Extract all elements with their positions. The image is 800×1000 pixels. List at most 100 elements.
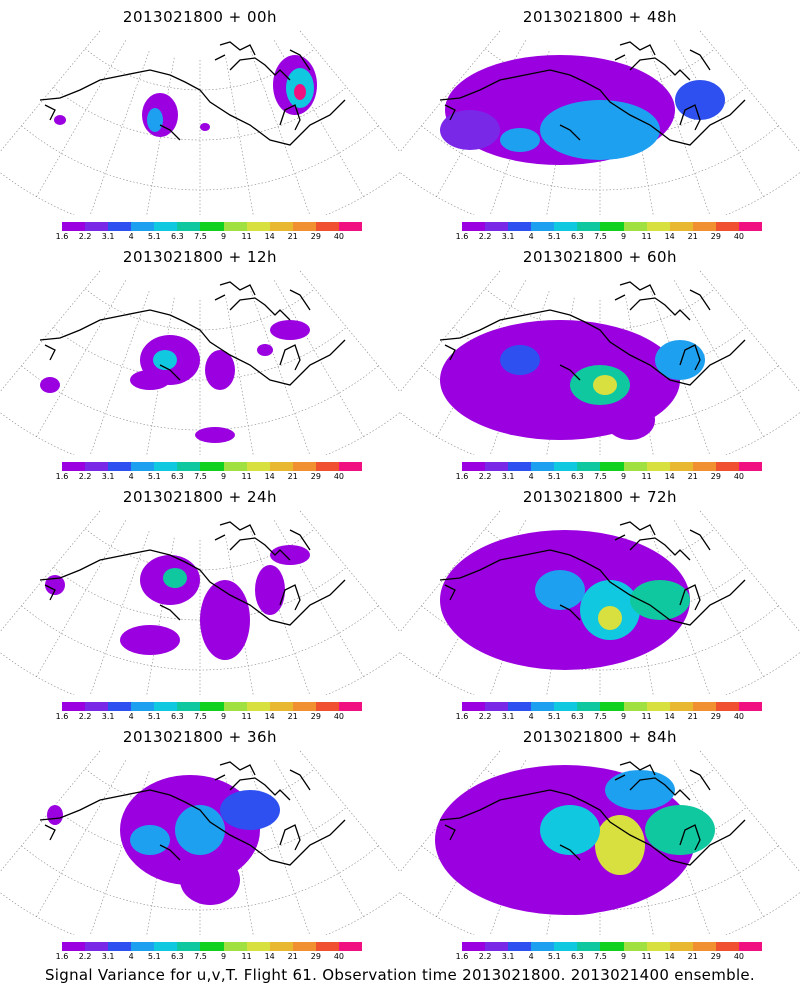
colorbar-swatch <box>508 702 532 711</box>
colorbar-swatch <box>246 222 270 231</box>
colorbar-tick-label: 11 <box>641 232 652 241</box>
colorbar-tick-label: 5.1 <box>547 472 561 481</box>
colorbar-tick-label: 21 <box>687 952 698 961</box>
colorbar-tick-label: 11 <box>641 472 652 481</box>
colorbar: 1.6 2.2 3.1 4 5.1 6.3 7.5 9 11 14 21 29 40 <box>456 942 763 968</box>
variance-blob <box>47 805 63 825</box>
colorbar-swatch <box>669 942 693 951</box>
colorbar-tick-label: 7.5 <box>194 712 207 721</box>
colorbar-swatch <box>508 942 532 951</box>
colorbar-tick-label: 9 <box>620 472 627 481</box>
colorbar-swatch <box>292 462 316 471</box>
colorbar-swatch <box>223 222 247 231</box>
colorbar-tick-label: 7.5 <box>194 952 207 961</box>
map-panel: 2013021800 + 48h 1.6 2.2 3.1 4 5.1 6.3 7.5 9 11 14… <box>400 0 800 241</box>
colorbar-tick-label: 3.1 <box>501 472 515 481</box>
variance-shading <box>47 775 280 905</box>
colorbar-tick-label: 6.3 <box>571 472 584 481</box>
colorbar-tick-label: 6.3 <box>171 712 184 721</box>
colorbar-swatch <box>108 462 132 471</box>
colorbar-tick-label: 2.2 <box>78 952 92 961</box>
variance-blob <box>40 377 60 393</box>
colorbar-tick-label: 1.6 <box>55 472 69 481</box>
colorbar-swatch <box>154 222 178 231</box>
colorbar-tick-label: 9 <box>620 712 627 721</box>
colorbar: 1.6 2.2 3.1 4 5.1 6.3 7.5 9 11 14 21 29 40 <box>56 462 363 488</box>
colorbar-tick-label: 40 <box>733 232 745 241</box>
colorbar-swatch <box>131 942 155 951</box>
colorbar-swatch <box>131 702 155 711</box>
variance-blob <box>153 350 177 370</box>
variance-blob <box>130 825 170 855</box>
colorbar-tick-label: 14 <box>264 712 275 721</box>
variance-blob <box>120 625 180 655</box>
polar-map <box>0 750 400 935</box>
coastline <box>439 521 746 626</box>
colorbar-swatch <box>577 702 601 711</box>
colorbar-swatch <box>200 222 224 231</box>
colorbar-tick-label: 40 <box>333 232 345 241</box>
colorbar-swatch <box>154 942 178 951</box>
colorbar-tick-label: 9 <box>620 952 627 961</box>
panel-title: 2013021800 + 48h <box>522 8 678 26</box>
colorbar-swatch <box>738 942 763 951</box>
colorbar-swatch <box>85 462 109 471</box>
colorbar: 1.6 2.2 3.1 4 5.1 6.3 7.5 9 11 14 21 29 40 <box>456 702 763 728</box>
colorbar-swatch <box>62 462 86 471</box>
colorbar-swatch <box>292 702 316 711</box>
colorbar-tick-label: 29 <box>310 952 321 961</box>
panel-title: 2013021800 + 84h <box>522 728 678 746</box>
colorbar-swatch <box>600 702 624 711</box>
variance-shading <box>45 545 310 660</box>
colorbar-tick-label: 3.1 <box>101 952 115 961</box>
variance-blob <box>593 375 617 395</box>
variance-blob <box>500 128 540 152</box>
colorbar-swatch <box>669 222 693 231</box>
colorbar-swatch <box>623 222 647 231</box>
variance-blob <box>200 123 210 131</box>
polar-map <box>400 270 800 455</box>
colorbar-tick-label: 40 <box>333 712 345 721</box>
colorbar-tick-label: 6.3 <box>571 712 584 721</box>
colorbar-swatch <box>485 702 509 711</box>
colorbar-swatch <box>554 462 578 471</box>
colorbar-swatch <box>338 462 363 471</box>
colorbar-tick-label: 11 <box>641 712 652 721</box>
colorbar-tick-label: 4 <box>528 712 534 721</box>
colorbar-tick-label: 11 <box>241 952 252 961</box>
colorbar-tick-label: 40 <box>733 952 745 961</box>
colorbar-tick-label: 4 <box>528 472 534 481</box>
colorbar-tick-label: 2.2 <box>78 472 92 481</box>
colorbar-swatch <box>577 462 601 471</box>
colorbar-swatch <box>315 942 339 951</box>
colorbar-swatch <box>269 222 293 231</box>
coastline <box>39 41 346 146</box>
coastline <box>39 281 346 386</box>
colorbar-swatch <box>246 702 270 711</box>
colorbar-swatch <box>315 462 339 471</box>
variance-blob <box>163 568 187 588</box>
colorbar-tick-label: 5.1 <box>147 472 161 481</box>
variance-blob <box>540 805 600 855</box>
colorbar-tick-label: 29 <box>310 712 321 721</box>
colorbar-tick-label: 40 <box>333 952 345 961</box>
colorbar-swatch <box>131 222 155 231</box>
map-panel: 2013021800 + 00h 1.6 2.2 3.1 4 5.1 6.3 7.5 9 11 14… <box>0 0 400 241</box>
colorbar-tick-label: 1.6 <box>55 952 69 961</box>
variance-shading <box>54 55 317 137</box>
map-panel: 2013021800 + 12h 1.6 2.2 3.1 4 5.1 6.3 7.5 9 11 14… <box>0 240 400 481</box>
colorbar-tick-label: 14 <box>264 952 275 961</box>
colorbar-swatch <box>108 222 132 231</box>
colorbar-tick-label: 2.2 <box>478 472 492 481</box>
colorbar-tick-label: 7.5 <box>594 712 607 721</box>
variance-blob <box>630 580 690 620</box>
colorbar-swatch <box>646 702 670 711</box>
colorbar-tick-label: 6.3 <box>571 952 584 961</box>
colorbar-tick-label: 9 <box>220 712 227 721</box>
colorbar-swatch <box>177 462 201 471</box>
colorbar-tick-label: 14 <box>664 952 675 961</box>
colorbar-swatch <box>338 222 363 231</box>
panel-title: 2013021800 + 36h <box>122 728 278 746</box>
map-panel: 2013021800 + 84h 1.6 2.2 3.1 4 5.1 6.3 7.5 9 11 14… <box>400 720 800 961</box>
colorbar-swatch <box>462 222 486 231</box>
